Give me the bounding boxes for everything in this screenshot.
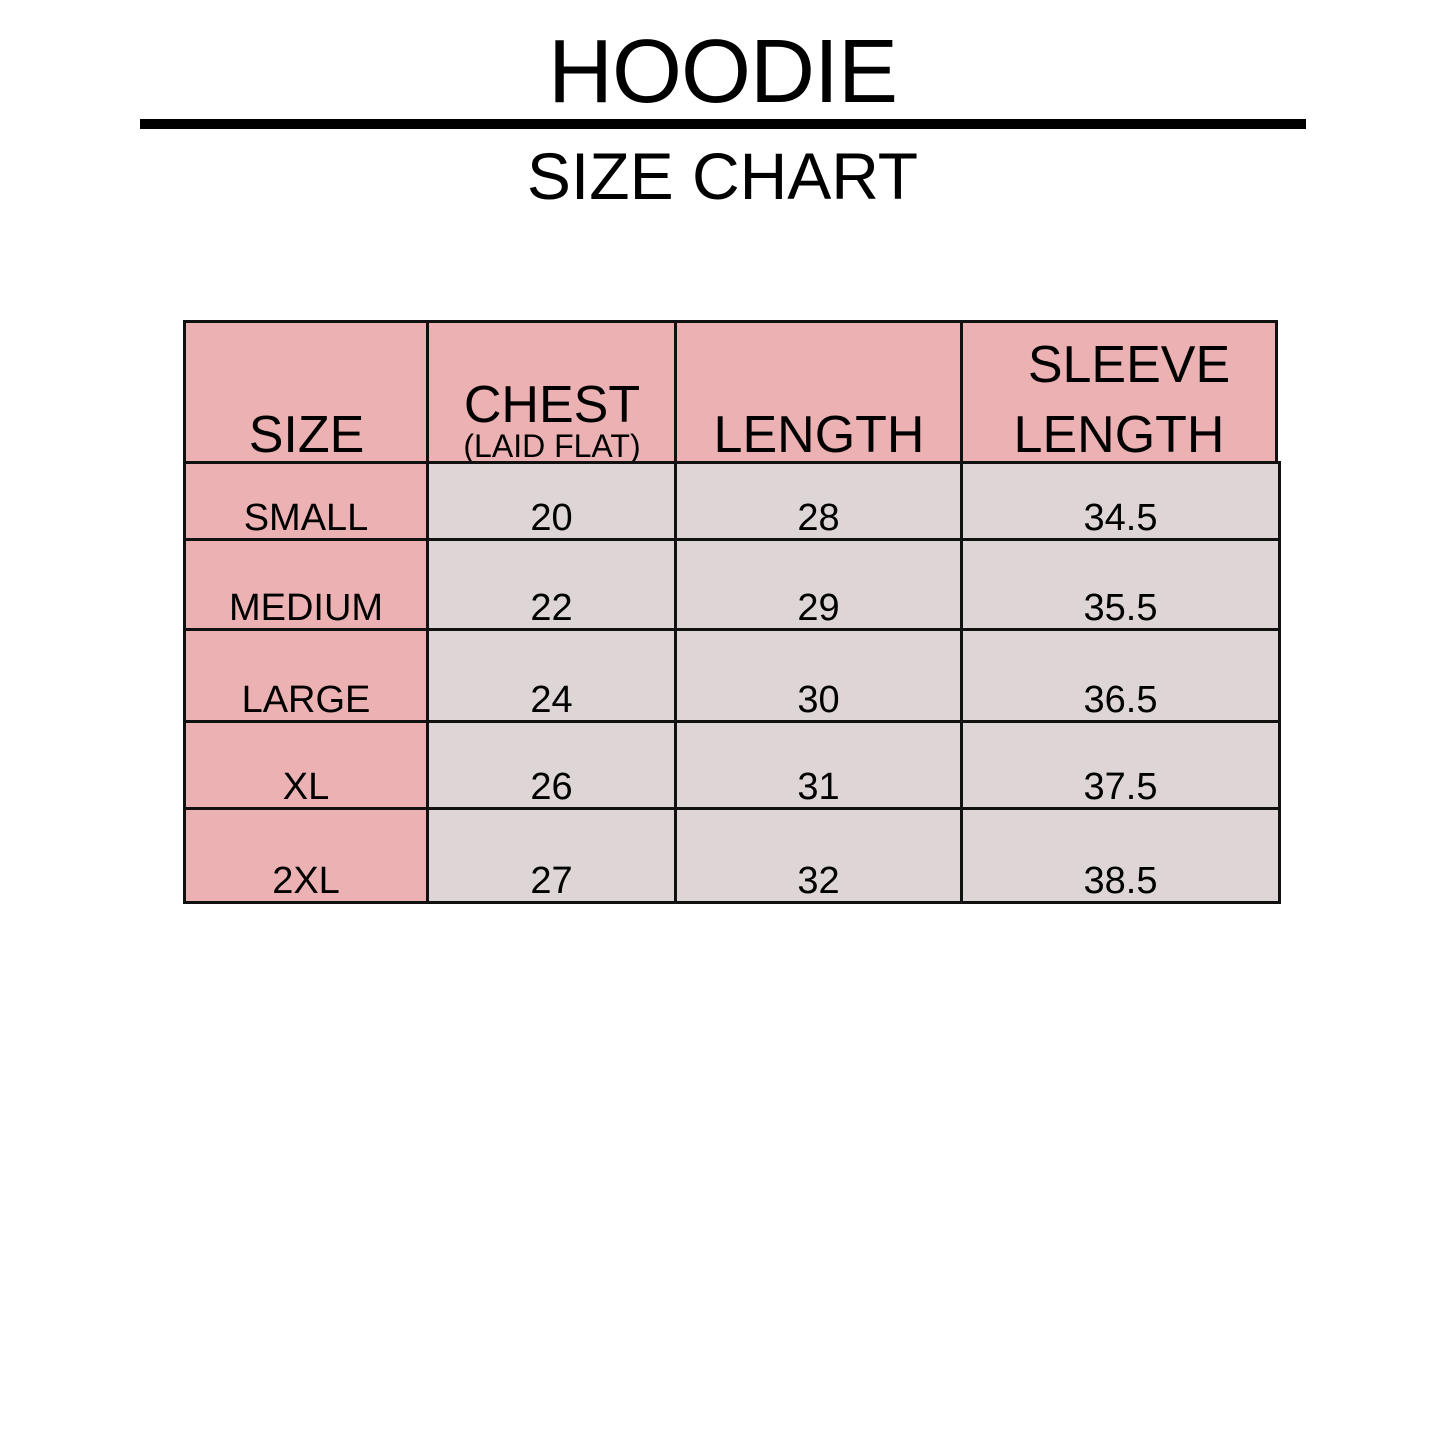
header-length: LENGTH — [674, 320, 964, 465]
sleeve-value-cell: 38.5 — [960, 807, 1281, 904]
sleeve-value-cell: 37.5 — [960, 720, 1281, 810]
header-label: SLEEVE — [1027, 336, 1231, 394]
header-label: LENGTH — [1013, 406, 1225, 464]
page-subtitle: SIZE CHART — [526, 139, 919, 213]
chest-value-cell: 27 — [426, 807, 677, 904]
length-value: 30 — [797, 679, 840, 721]
sleeve-value: 34.5 — [1083, 497, 1158, 539]
header-label: LENGTH — [713, 406, 925, 464]
size-label-cell: SMALL — [183, 461, 429, 541]
sleeve-value: 36.5 — [1083, 679, 1158, 721]
size-label: LARGE — [241, 679, 371, 721]
size-label-cell: MEDIUM — [183, 538, 429, 631]
chest-value-cell: 24 — [426, 628, 677, 723]
length-value: 31 — [797, 766, 840, 808]
length-value: 29 — [797, 587, 840, 629]
size-label-cell: LARGE — [183, 628, 429, 723]
size-label-cell: XL — [183, 720, 429, 810]
divider — [140, 119, 1306, 129]
size-label: MEDIUM — [228, 587, 384, 629]
length-value-cell: 28 — [674, 461, 963, 541]
chest-value-cell: 20 — [426, 461, 677, 541]
chest-value-cell: 22 — [426, 538, 677, 631]
page-title: HOODIE — [547, 22, 898, 122]
length-value-cell: 30 — [674, 628, 963, 723]
header-label: CHEST — [463, 376, 641, 434]
length-value: 32 — [797, 860, 840, 902]
size-label-cell: 2XL — [183, 807, 429, 904]
header-size: SIZE — [183, 320, 430, 465]
length-value: 28 — [797, 497, 840, 539]
size-label: 2XL — [272, 860, 340, 902]
length-value-cell: 32 — [674, 807, 963, 904]
sleeve-value-cell: 35.5 — [960, 538, 1281, 631]
chest-value: 26 — [530, 766, 573, 808]
chest-value: 20 — [530, 497, 573, 539]
header-chest: CHEST (LAID FLAT) — [426, 320, 678, 465]
size-label: XL — [282, 766, 330, 808]
header-label: SIZE — [248, 406, 365, 464]
chest-value-cell: 26 — [426, 720, 677, 810]
sleeve-value-cell: 36.5 — [960, 628, 1281, 723]
sleeve-value: 37.5 — [1083, 766, 1158, 808]
chest-value: 27 — [530, 860, 573, 902]
length-value-cell: 31 — [674, 720, 963, 810]
sleeve-value: 38.5 — [1083, 860, 1158, 902]
length-value-cell: 29 — [674, 538, 963, 631]
chest-value: 24 — [530, 679, 573, 721]
chest-value: 22 — [530, 587, 573, 629]
header-sleeve-length: SLEEVE LENGTH — [960, 320, 1278, 465]
size-label: SMALL — [243, 497, 369, 539]
sleeve-value-cell: 34.5 — [960, 461, 1281, 541]
sleeve-value: 35.5 — [1083, 587, 1158, 629]
header-sublabel: (LAID FLAT) — [463, 428, 641, 464]
